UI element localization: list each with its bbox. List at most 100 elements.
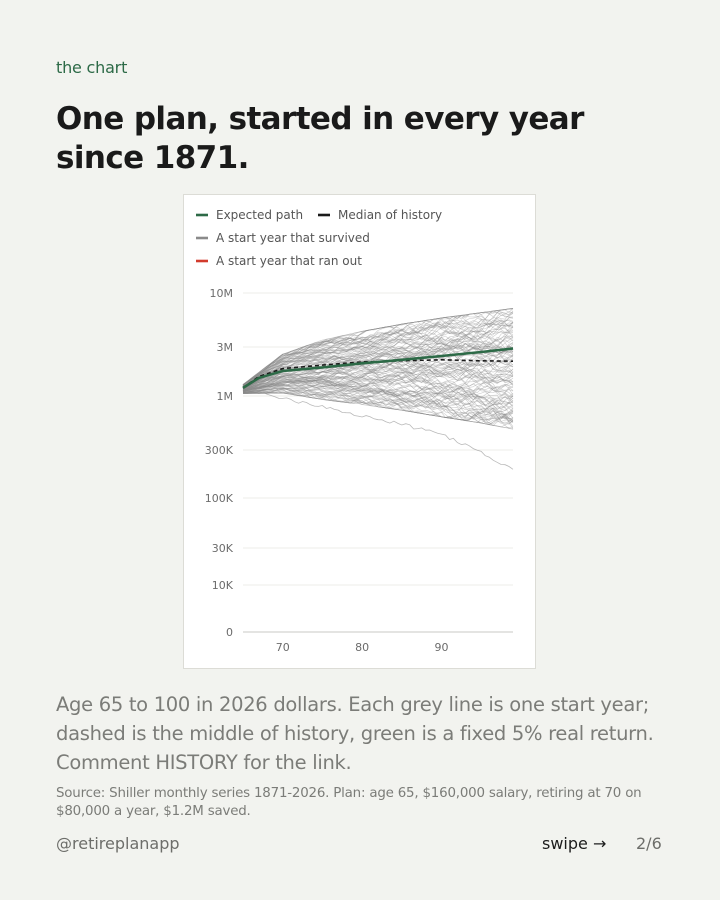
expected-path-line	[242, 347, 514, 390]
swipe-hint[interactable]: swipe →	[542, 834, 607, 853]
y-tick-label: 10K	[212, 579, 234, 592]
start-year-path	[242, 359, 514, 390]
start-year-path	[242, 334, 514, 388]
start-year-path	[242, 321, 514, 387]
y-tick-label: 1M	[217, 390, 234, 403]
start-year-path	[242, 330, 514, 387]
x-tick-label: 80	[355, 641, 369, 654]
start-year-path	[242, 379, 514, 413]
start-year-path	[242, 317, 514, 385]
start-year-path	[243, 392, 514, 424]
account-handle[interactable]: @retireplanapp	[56, 834, 180, 853]
start-year-path	[242, 344, 514, 388]
start-year-paths	[242, 308, 514, 470]
start-year-path	[242, 325, 514, 387]
start-year-path	[242, 374, 514, 392]
start-year-path	[242, 338, 514, 387]
start-year-path	[242, 347, 514, 389]
start-year-path	[242, 354, 514, 389]
start-year-path	[242, 381, 514, 410]
start-year-path	[242, 369, 514, 391]
y-tick-label: 100K	[205, 492, 234, 505]
start-year-path	[242, 308, 514, 385]
legend-label-median: Median of history	[338, 208, 442, 222]
start-year-path	[242, 319, 514, 387]
chart-legend: Expected path Median of history A start ye…	[196, 208, 442, 268]
start-year-path	[242, 315, 514, 386]
highlight-lines	[242, 347, 514, 390]
start-year-path	[242, 310, 514, 385]
chart-card: Expected path Median of history A start ye…	[183, 194, 536, 669]
start-year-path	[242, 379, 514, 404]
start-year-path	[242, 366, 514, 390]
start-year-path	[242, 381, 514, 416]
start-year-path	[242, 318, 514, 386]
y-tick-label: 0	[226, 626, 233, 639]
start-year-path	[242, 388, 514, 426]
chart-grid	[243, 292, 513, 633]
start-year-path	[243, 388, 514, 429]
start-year-path	[242, 327, 514, 387]
start-year-path	[242, 368, 514, 391]
start-year-path	[242, 335, 514, 387]
start-year-path	[242, 380, 514, 409]
start-year-path	[242, 316, 514, 386]
start-year-path	[242, 377, 514, 396]
start-year-path	[242, 371, 514, 391]
start-year-path	[242, 384, 514, 405]
start-year-path	[242, 384, 514, 420]
start-year-path	[242, 311, 514, 386]
page-indicator: 2/6	[636, 834, 662, 853]
start-year-path	[242, 311, 514, 386]
start-year-path	[242, 357, 514, 390]
start-year-path	[242, 383, 514, 410]
start-year-path	[242, 328, 514, 388]
start-year-path	[242, 365, 514, 391]
start-year-path	[242, 387, 514, 426]
start-year-path	[242, 378, 514, 396]
start-year-path	[242, 361, 514, 390]
start-year-path	[242, 374, 514, 405]
start-year-path	[242, 361, 514, 390]
start-year-path	[242, 391, 514, 428]
start-year-path	[242, 361, 514, 389]
start-year-path	[242, 311, 514, 386]
start-year-path	[242, 390, 514, 425]
start-year-path	[242, 331, 514, 387]
start-year-path	[242, 308, 514, 385]
start-year-path	[242, 320, 514, 386]
start-year-path	[242, 387, 514, 425]
headline: One plan, started in every year since 18…	[56, 101, 584, 176]
start-year-path	[242, 368, 514, 391]
history-chart: Expected path Median of history A start ye…	[196, 208, 514, 654]
start-year-path	[242, 376, 514, 394]
start-year-path	[242, 371, 514, 406]
start-year-path	[242, 383, 514, 418]
start-year-path	[242, 365, 514, 391]
x-axis-labels: 70 80 90	[276, 641, 449, 654]
start-year-path	[242, 369, 514, 392]
start-year-path	[242, 338, 514, 388]
start-year-path	[242, 326, 514, 388]
start-year-path	[242, 320, 514, 386]
start-year-path	[242, 340, 514, 388]
start-year-path	[242, 336, 514, 387]
start-year-path	[242, 383, 514, 414]
start-year-path	[242, 334, 514, 388]
start-year-path	[242, 386, 514, 424]
start-year-path	[242, 374, 514, 399]
start-year-path	[242, 380, 514, 410]
start-year-path	[242, 384, 514, 424]
start-year-path	[242, 379, 514, 411]
start-year-path	[243, 391, 514, 429]
start-year-path	[242, 308, 514, 386]
start-year-path	[242, 375, 514, 391]
start-year-path	[242, 375, 514, 397]
start-year-path	[242, 378, 514, 399]
start-year-path	[242, 362, 514, 391]
start-year-path	[242, 314, 514, 386]
start-year-path	[242, 308, 514, 386]
legend-label-ran_out: A start year that ran out	[216, 254, 362, 268]
start-year-path	[242, 387, 514, 419]
start-year-path	[242, 326, 514, 386]
